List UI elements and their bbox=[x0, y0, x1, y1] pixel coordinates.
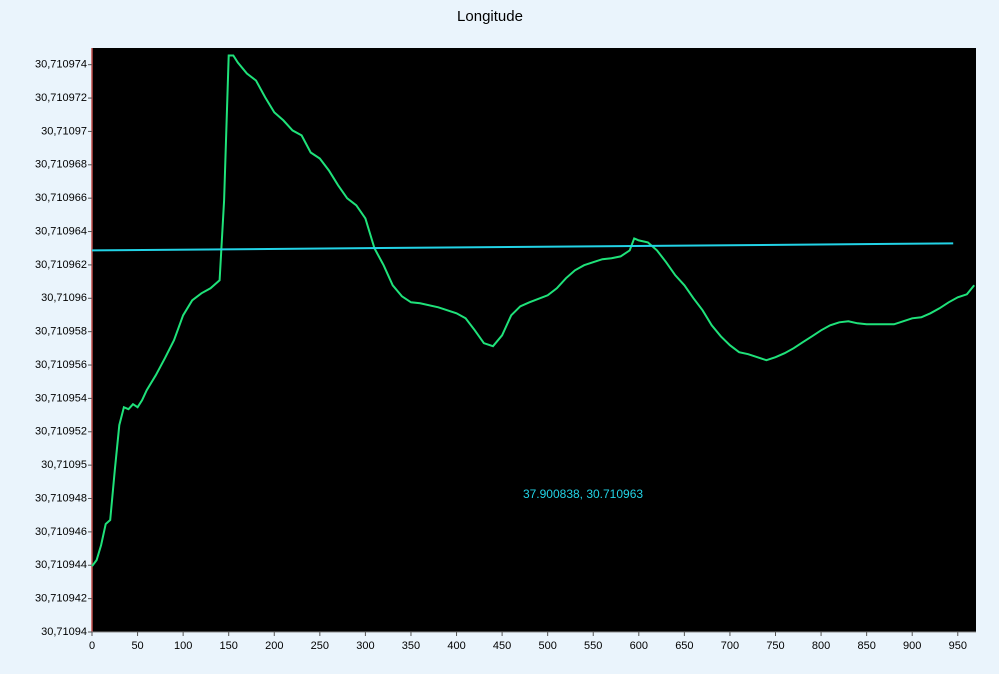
x-tick-label: 50 bbox=[131, 640, 143, 652]
y-tick-label: 30,710966 bbox=[35, 192, 87, 204]
y-tick-label: 30,71095 bbox=[41, 459, 87, 471]
y-tick-label: 30,710968 bbox=[35, 159, 87, 171]
x-tick-label: 250 bbox=[311, 640, 329, 652]
x-tick-label: 700 bbox=[721, 640, 739, 652]
y-tick-label: 30,710946 bbox=[35, 526, 87, 538]
y-tick-label: 30,710962 bbox=[35, 259, 87, 271]
x-tick-label: 650 bbox=[675, 640, 693, 652]
x-tick-label: 150 bbox=[220, 640, 238, 652]
series-line bbox=[91, 242, 954, 252]
y-tick-label: 30,710942 bbox=[35, 593, 87, 605]
y-tick-label: 30,710954 bbox=[35, 392, 87, 404]
x-tick-label: 350 bbox=[402, 640, 420, 652]
x-tick-label: 200 bbox=[265, 640, 283, 652]
annotation: 37.900838, 30.710963 bbox=[523, 487, 643, 501]
y-tick-label: 30,710974 bbox=[35, 59, 87, 71]
x-tick-label: 950 bbox=[949, 640, 967, 652]
x-tick-label: 450 bbox=[493, 640, 511, 652]
y-tick-label: 30,710964 bbox=[35, 225, 87, 237]
x-tick-label: 850 bbox=[857, 640, 875, 652]
x-tick-label: 0 bbox=[89, 640, 95, 652]
y-tick-label: 30,710952 bbox=[35, 426, 87, 438]
y-tick-label: 30,71096 bbox=[41, 292, 87, 304]
x-tick-label: 750 bbox=[766, 640, 784, 652]
y-tick-label: 30,71094 bbox=[41, 626, 87, 638]
x-tick-label: 900 bbox=[903, 640, 921, 652]
plot-area bbox=[92, 48, 976, 632]
y-tick-label: 30,710972 bbox=[35, 92, 87, 104]
chart-title: Longitude bbox=[457, 8, 523, 25]
x-tick-label: 300 bbox=[356, 640, 374, 652]
x-tick-label: 500 bbox=[538, 640, 556, 652]
series-line bbox=[91, 54, 975, 567]
x-tick-label: 100 bbox=[174, 640, 192, 652]
x-tick-label: 800 bbox=[812, 640, 830, 652]
x-tick-label: 400 bbox=[447, 640, 465, 652]
y-tick-label: 30,71097 bbox=[41, 125, 87, 137]
x-tick-label: 550 bbox=[584, 640, 602, 652]
y-tick-label: 30,710948 bbox=[35, 492, 87, 504]
y-tick-label: 30,710944 bbox=[35, 559, 87, 571]
y-tick-label: 30,710956 bbox=[35, 359, 87, 371]
x-tick-label: 600 bbox=[630, 640, 648, 652]
y-tick-label: 30,710958 bbox=[35, 326, 87, 338]
